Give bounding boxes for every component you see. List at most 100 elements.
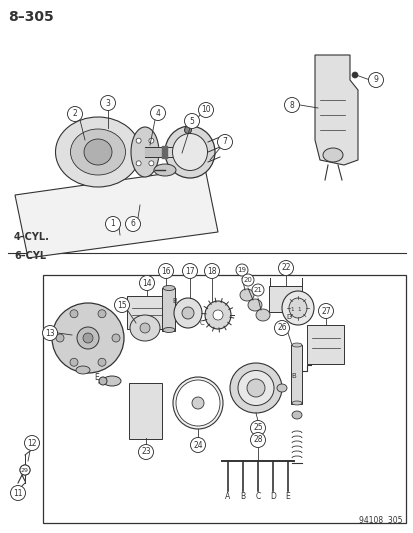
Circle shape [252,284,263,296]
Text: C: C [255,492,260,501]
Text: 10: 10 [201,106,210,115]
Ellipse shape [247,379,264,397]
Text: 23: 23 [141,448,150,456]
Ellipse shape [84,139,112,165]
Ellipse shape [154,164,176,176]
Ellipse shape [291,343,301,347]
Circle shape [105,216,120,231]
Circle shape [125,216,140,231]
Circle shape [43,326,57,341]
FancyBboxPatch shape [269,286,302,311]
Ellipse shape [247,299,261,311]
Text: 1: 1 [289,307,293,312]
Circle shape [198,102,213,117]
Text: B: B [290,373,295,379]
Ellipse shape [163,286,175,290]
Text: C: C [199,320,204,326]
Ellipse shape [255,309,269,321]
Text: 11: 11 [13,489,23,497]
Text: 4–CYL.: 4–CYL. [14,232,50,242]
FancyBboxPatch shape [43,275,405,523]
Circle shape [100,95,115,110]
Circle shape [136,161,141,166]
Circle shape [67,107,82,122]
Text: 1: 1 [296,307,300,312]
Circle shape [274,320,289,335]
Ellipse shape [163,327,175,333]
Text: D: D [285,314,291,320]
Circle shape [139,276,154,290]
Ellipse shape [70,129,125,175]
Ellipse shape [172,133,207,171]
Text: 15: 15 [117,301,126,310]
Text: 28: 28 [253,435,262,445]
Circle shape [184,114,199,128]
Ellipse shape [204,301,230,329]
Circle shape [284,98,299,112]
Ellipse shape [176,380,219,426]
Circle shape [235,264,247,276]
Text: 12: 12 [27,439,37,448]
Text: 4: 4 [155,109,160,117]
Ellipse shape [276,384,286,392]
Circle shape [20,465,30,475]
Text: 25: 25 [253,424,262,432]
Text: B: B [240,492,245,501]
Ellipse shape [52,303,124,373]
Text: 13: 13 [45,328,55,337]
Text: 3: 3 [105,99,110,108]
Circle shape [83,333,93,343]
Circle shape [158,263,173,279]
Ellipse shape [173,298,202,328]
Ellipse shape [288,298,306,318]
Ellipse shape [230,363,281,413]
Circle shape [149,138,154,143]
Circle shape [20,465,30,475]
Text: 8: 8 [289,101,294,109]
Text: E: E [285,492,290,501]
Ellipse shape [184,126,191,133]
FancyBboxPatch shape [307,325,344,364]
Text: 94108  305: 94108 305 [358,516,402,525]
Circle shape [24,435,39,450]
Ellipse shape [103,376,121,386]
Circle shape [10,486,26,500]
Text: 27: 27 [320,306,330,316]
Text: E: E [94,373,99,382]
Text: 22: 22 [280,263,290,272]
Circle shape [150,106,165,120]
FancyBboxPatch shape [291,344,302,403]
Circle shape [190,438,205,453]
Ellipse shape [112,334,120,342]
Ellipse shape [291,411,301,419]
Circle shape [149,161,154,166]
Ellipse shape [70,358,78,366]
FancyBboxPatch shape [129,383,162,439]
Ellipse shape [165,126,214,178]
Circle shape [182,263,197,279]
Text: 8–305: 8–305 [8,10,54,24]
Circle shape [114,297,129,312]
Circle shape [217,134,232,149]
Circle shape [250,421,265,435]
Text: 24: 24 [193,440,202,449]
Text: B: B [171,298,176,304]
Ellipse shape [55,117,140,187]
Text: D: D [269,492,275,501]
Ellipse shape [212,310,223,320]
Polygon shape [314,55,357,165]
Circle shape [250,432,265,448]
Circle shape [204,263,219,279]
Ellipse shape [98,310,106,318]
Ellipse shape [140,323,150,333]
Text: A: A [225,492,230,501]
Ellipse shape [173,377,223,429]
Text: 18: 18 [207,266,216,276]
Ellipse shape [322,148,342,162]
Ellipse shape [192,397,204,409]
Text: 21: 21 [253,287,262,293]
Text: 6–CYL: 6–CYL [14,251,46,261]
Text: 14: 14 [142,279,152,287]
Ellipse shape [291,401,301,405]
Ellipse shape [131,127,159,177]
